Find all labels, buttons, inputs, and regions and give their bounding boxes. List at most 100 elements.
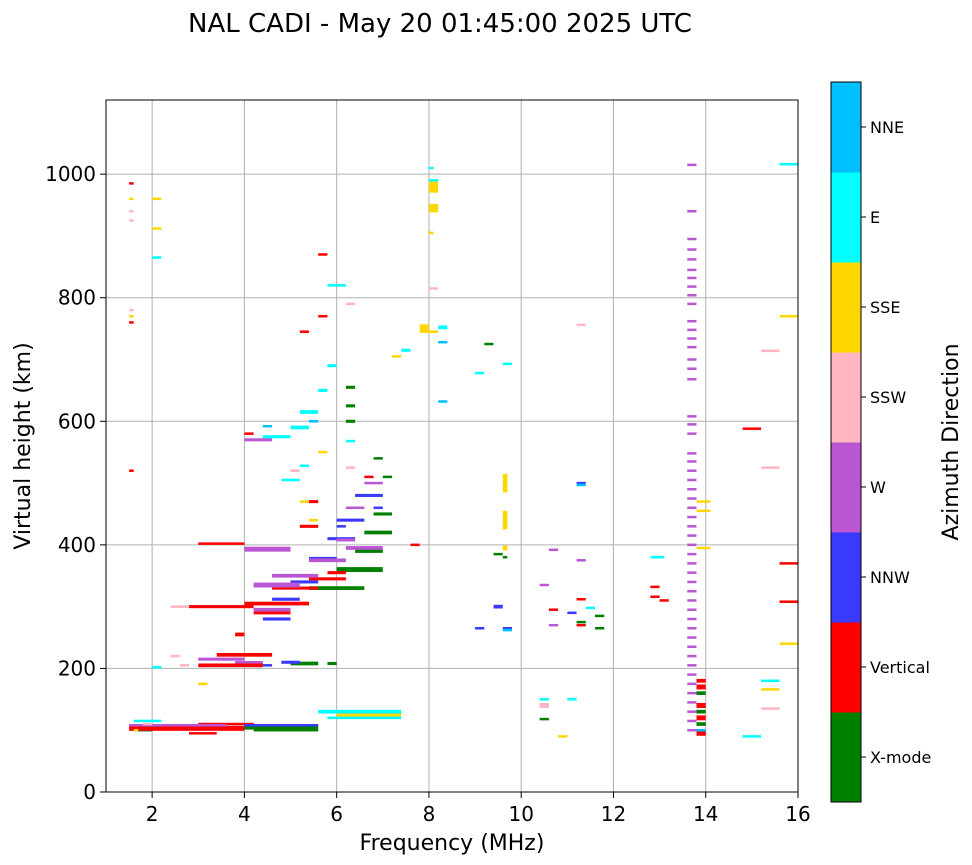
echo-mark-w (687, 506, 697, 510)
echo-mark-sse (761, 688, 780, 691)
echo-mark-x-mode (253, 728, 319, 732)
colorbar: X-mode Vertical NNW W SSW SSE E NNE (830, 81, 931, 803)
echo-mark-w (687, 589, 697, 593)
echo-mark-x-mode (373, 457, 383, 460)
echo-mark-w (687, 478, 697, 482)
echo-mark-w (345, 506, 365, 510)
echo-mark-w (244, 546, 291, 552)
echo-mark-w (272, 573, 319, 578)
y-tick-label: 1000 (45, 162, 96, 186)
echo-mark-nnw (272, 597, 300, 601)
echo-mark-sse (152, 197, 162, 201)
echo-mark-w (687, 701, 697, 704)
echo-mark-e (650, 555, 665, 559)
echo-mark-w (687, 378, 697, 381)
echo-mark-ssw (129, 219, 134, 222)
echo-mark-vertical (548, 608, 559, 611)
echo-mark-w (687, 608, 697, 611)
echo-mark-w (687, 719, 697, 723)
echo-mark-vertical (235, 632, 245, 637)
echo-mark-vertical (129, 182, 134, 185)
data-marks (129, 163, 798, 738)
echo-mark-vertical (696, 703, 706, 708)
echo-mark-w (687, 691, 697, 695)
y-tick-label: 400 (58, 533, 96, 557)
echo-mark-w (576, 559, 586, 562)
echo-mark-nnw (355, 493, 383, 497)
echo-mark-e (262, 435, 291, 439)
echo-mark-x-mode (345, 385, 356, 389)
echo-mark-w (687, 497, 697, 500)
echo-mark-x-mode (696, 722, 706, 726)
echo-mark-w (687, 627, 697, 630)
echo-mark-sse (779, 315, 798, 318)
echo-mark-w (687, 423, 697, 426)
y-tick-label: 600 (58, 409, 96, 433)
echo-mark-nnw (308, 556, 337, 560)
echo-mark-vertical (364, 475, 374, 479)
echo-mark-w (687, 367, 697, 371)
echo-mark-ssw (179, 664, 190, 667)
echo-mark-x-mode (364, 530, 393, 535)
echo-mark-w (235, 661, 263, 664)
echo-mark-sse (558, 735, 568, 738)
colorbar-swatch (831, 712, 861, 803)
echo-mark-vertical (272, 586, 319, 590)
echo-mark-nnw (336, 518, 365, 522)
echo-mark-vertical (410, 543, 420, 547)
echo-mark-w (687, 552, 697, 556)
echo-mark-sse (152, 227, 162, 230)
echo-mark-w (687, 664, 697, 667)
colorbar-swatch (831, 532, 861, 623)
echo-mark-ssw (170, 654, 180, 658)
chart-title: NAL CADI - May 20 01:45:00 2025 UTC (188, 9, 692, 39)
echo-mark-ssw (129, 308, 134, 312)
echo-mark-nnw (244, 724, 319, 727)
echo-mark-vertical (244, 432, 254, 435)
echo-mark-e (502, 362, 512, 366)
echo-mark-w (687, 562, 697, 565)
echo-mark-nnw (373, 506, 383, 510)
echo-mark-x-mode (484, 342, 494, 346)
echo-mark-sse (696, 500, 711, 503)
echo-mark-e (318, 709, 402, 714)
echo-mark-w (687, 645, 697, 649)
colorbar-swatch (831, 352, 861, 443)
echo-mark-nnw (262, 664, 273, 667)
echo-mark-x-mode (493, 552, 503, 556)
echo-mark-sse (419, 324, 429, 333)
echo-mark-w (687, 580, 697, 584)
echo-mark-e (327, 364, 337, 368)
colorbar-tick-label: X-mode (870, 748, 931, 767)
echo-mark-vertical (129, 725, 245, 731)
echo-mark-w (687, 237, 697, 241)
echo-mark-nnw (493, 604, 503, 609)
x-tick-label: 2 (146, 802, 159, 826)
echo-mark-w (687, 673, 697, 676)
echo-mark-w (687, 285, 697, 288)
echo-mark-e (779, 163, 798, 166)
echo-mark-x-mode (355, 549, 383, 553)
echo-mark-vertical (129, 321, 134, 324)
echo-mark-x-mode (696, 709, 706, 714)
echo-mark-nne (262, 424, 273, 428)
echo-mark-e (152, 256, 162, 259)
echo-mark-w (687, 163, 697, 167)
echo-mark-w (687, 682, 697, 686)
echo-mark-w (548, 548, 559, 552)
echo-mark-w (345, 546, 383, 550)
echo-mark-w (539, 583, 549, 587)
echo-mark-x-mode (595, 627, 605, 630)
echo-mark-sse (308, 518, 319, 522)
colorbar-swatch (831, 442, 861, 533)
echo-mark-vertical (189, 732, 217, 735)
echo-mark-nne (308, 420, 319, 423)
echo-mark-sse (198, 682, 208, 686)
colorbar-swatch (831, 622, 861, 713)
echo-mark-nnw (336, 525, 346, 528)
echo-mark-x-mode (345, 419, 356, 423)
colorbar-swatch (831, 172, 861, 263)
echo-mark-e (761, 679, 780, 683)
x-tick-label: 10 (508, 802, 533, 826)
